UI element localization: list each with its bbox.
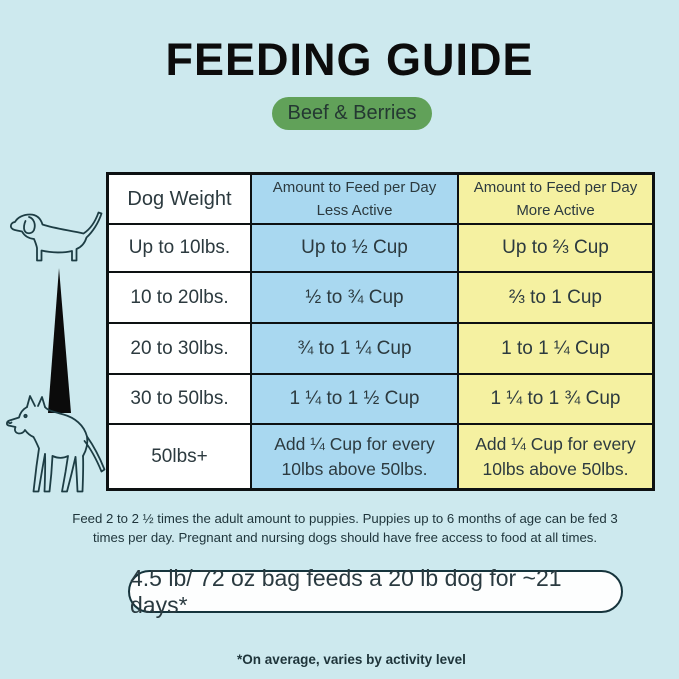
flavor-badge: Beef & Berries <box>272 97 432 130</box>
col-header-line2: More Active <box>516 202 595 219</box>
cell-weight-row0: Up to 10lbs. <box>109 225 250 271</box>
cell-less-row1: ½ to ¾ Cup <box>252 273 457 322</box>
cell-weight-row3: 30 to 50lbs. <box>109 375 250 423</box>
puppy-feeding-note: Feed 2 to 2 ½ times the adult amount to … <box>72 511 618 546</box>
great-dane-icon <box>6 395 106 493</box>
cell-less-row0: Up to ½ Cup <box>252 225 457 271</box>
col-header-dog-weight: Dog Weight <box>109 175 250 223</box>
cell-less-row2: ¾ to 1 ¼ Cup <box>252 324 457 373</box>
col-header-line1: Amount to Feed per Day <box>473 178 638 196</box>
cell-more-row0: Up to ⅔ Cup <box>459 225 652 271</box>
col-header-line2: Less Active <box>316 202 393 219</box>
feeding-table: Dog Weight Amount to Feed per Day Less A… <box>106 172 655 491</box>
cell-weight-row2: 20 to 30lbs. <box>109 324 250 373</box>
cell-weight-row1: 10 to 20lbs. <box>109 273 250 322</box>
cell-weight-row4: 50lbs+ <box>109 425 250 488</box>
cell-more-row1: ⅔ to 1 Cup <box>459 273 652 322</box>
dachshund-icon <box>9 211 103 262</box>
activity-disclaimer: *On average, varies by activity level <box>237 652 466 667</box>
cell-less-row3: 1 ¼ to 1 ½ Cup <box>252 375 457 423</box>
col-header-less-active: Amount to Feed per Day Less Active <box>252 175 457 223</box>
cell-less-row4: Add ¼ Cup for every 10lbs above 50lbs. <box>252 425 457 488</box>
col-header-line1: Amount to Feed per Day <box>272 178 437 196</box>
size-indicator-wedge <box>48 268 71 413</box>
bag-yield-note: 4.5 lb/ 72 oz bag feeds a 20 lb dog for … <box>128 565 623 618</box>
page-title: FEEDING GUIDE <box>165 34 534 85</box>
col-header-more-active: Amount to Feed per Day More Active <box>459 175 652 223</box>
cell-more-row3: 1 ¼ to 1 ¾ Cup <box>459 375 652 423</box>
cell-more-row4: Add ¼ Cup for every 10lbs above 50lbs. <box>459 425 652 488</box>
cell-more-row2: 1 to 1 ¼ Cup <box>459 324 652 373</box>
col-header-label: Dog Weight <box>127 187 232 210</box>
